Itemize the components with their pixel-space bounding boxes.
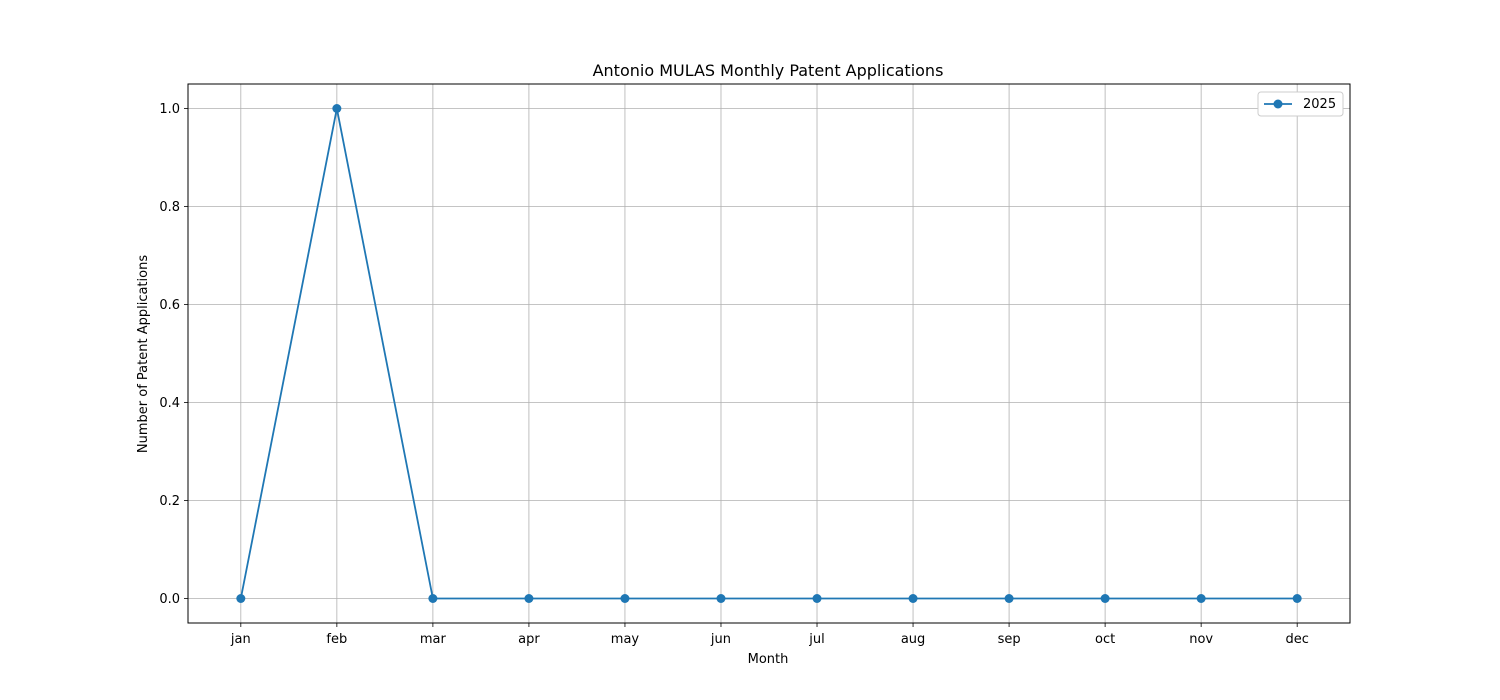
x-tick-label: dec <box>1285 632 1308 647</box>
data-point <box>1005 594 1014 603</box>
data-point <box>1101 594 1110 603</box>
x-tick-label: jul <box>808 632 824 647</box>
y-tick-label: 0.4 <box>159 396 180 411</box>
data-point <box>1197 594 1206 603</box>
y-tick-label: 0.0 <box>159 592 180 607</box>
x-tick-label: jun <box>710 632 731 647</box>
y-tick-label: 0.2 <box>159 494 180 509</box>
y-tick-label: 1.0 <box>159 102 180 117</box>
x-axis-label: Month <box>748 652 789 667</box>
legend-entry-2025: 2025 <box>1303 97 1336 112</box>
x-tick-label: oct <box>1095 632 1115 647</box>
data-point <box>909 594 918 603</box>
x-tick-label: feb <box>326 632 347 647</box>
x-tick-label: mar <box>420 632 447 647</box>
x-tick-label: apr <box>518 632 540 647</box>
data-point <box>236 594 245 603</box>
y-tick-label: 0.6 <box>159 298 180 313</box>
legend: 2025 <box>1258 92 1343 116</box>
y-axis-label: Number of Patent Applications <box>136 255 151 453</box>
data-point <box>716 594 725 603</box>
data-point <box>620 594 629 603</box>
x-tick-label: jan <box>230 632 251 647</box>
x-tick-label: aug <box>901 632 925 647</box>
y-tick-label: 0.8 <box>159 200 180 215</box>
data-point <box>332 104 341 113</box>
legend-dot-marker <box>1274 100 1283 109</box>
data-point <box>813 594 822 603</box>
chart-title: Antonio MULAS Monthly Patent Application… <box>593 61 944 80</box>
x-tick-label: nov <box>1189 632 1213 647</box>
data-point <box>524 594 533 603</box>
x-tick-label: may <box>611 632 640 647</box>
x-tick-label: sep <box>998 632 1021 647</box>
data-point <box>1293 594 1302 603</box>
data-point <box>428 594 437 603</box>
